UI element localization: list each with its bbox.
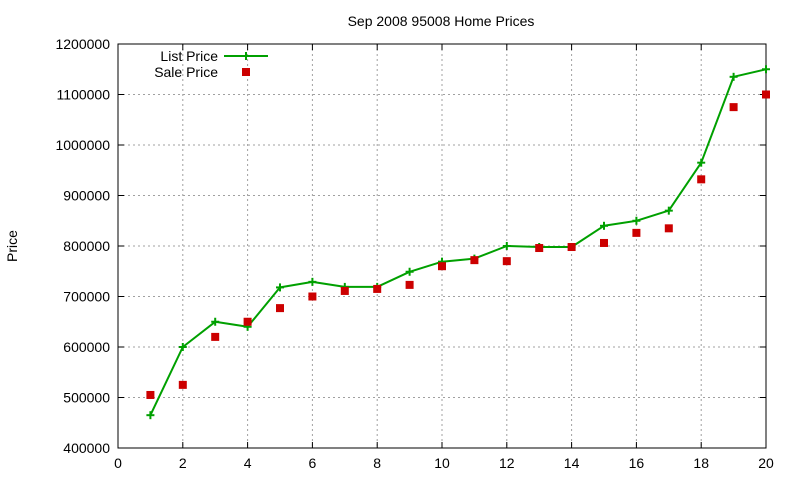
list-price-point <box>600 221 608 230</box>
list-price-point <box>502 242 511 250</box>
y-tick-label: 900000 <box>63 188 110 204</box>
ticks-layer: 0 2 4 6 8 10 12 14 16 18 20 400000 500000 600000 70000… <box>55 36 774 471</box>
list-price-point <box>632 216 641 225</box>
list-price-point <box>146 411 155 420</box>
sale-price-point <box>308 292 317 301</box>
x-tick-label: 20 <box>758 455 774 471</box>
list-price-point <box>762 65 770 74</box>
list-price-point <box>729 72 738 81</box>
y-tick-label: 1000000 <box>55 137 110 153</box>
list-price-point <box>664 206 673 215</box>
sale-price-point <box>535 244 544 253</box>
list-price-point <box>276 283 284 292</box>
y-tick-label: 400000 <box>63 440 110 456</box>
y-tick-label: 700000 <box>63 289 110 305</box>
grid-layer <box>118 44 766 448</box>
sale-price-point <box>600 238 608 247</box>
legend-label-sale-price: Sale Price <box>154 64 218 80</box>
sale-price-point <box>178 380 187 389</box>
sale-price-point <box>502 257 511 266</box>
list-price-point <box>178 343 187 351</box>
x-tick-label: 4 <box>244 455 252 471</box>
x-tick-label: 10 <box>434 455 450 471</box>
list-price-point <box>697 158 706 167</box>
list-price-line <box>149 68 767 416</box>
legend-label-list-price: List Price <box>160 48 218 64</box>
x-tick-label: 8 <box>373 455 381 471</box>
sale-price-point <box>664 224 673 233</box>
x-tick-label: 18 <box>693 455 709 471</box>
y-tick-label: 1100000 <box>57 87 111 103</box>
list-price-point <box>211 317 220 326</box>
sale-price-point <box>470 256 479 265</box>
y-axis-label: Price <box>4 230 20 262</box>
series-layer <box>146 65 770 420</box>
sale-price-point <box>340 286 349 295</box>
sale-price-point <box>729 103 738 112</box>
chart-title: Sep 2008 95008 Home Prices <box>348 13 535 29</box>
sale-price-point <box>405 280 414 289</box>
x-tick-label: 14 <box>564 455 580 471</box>
legend-marker-list-price <box>242 52 250 60</box>
sale-price-point <box>211 332 220 341</box>
sale-price-point <box>762 90 770 99</box>
y-tick-label: 800000 <box>63 238 110 254</box>
x-tick-label: 16 <box>629 455 645 471</box>
x-tick-label: 12 <box>499 455 515 471</box>
sale-price-point <box>632 228 641 237</box>
sale-price-point <box>373 284 382 293</box>
legend: List Price Sale Price <box>154 48 268 80</box>
sale-price-point <box>697 175 706 184</box>
list-price-point <box>308 277 317 286</box>
legend-marker-sale-price <box>242 68 250 76</box>
y-tick-label: 500000 <box>63 390 110 406</box>
sale-price-point <box>276 304 284 313</box>
y-tick-label: 1200000 <box>55 36 110 52</box>
list-price-point <box>405 267 414 276</box>
sale-price-point <box>243 317 252 326</box>
x-tick-label: 2 <box>179 455 187 471</box>
sale-price-point <box>146 390 155 399</box>
sale-price-point <box>567 243 576 252</box>
x-tick-label: 0 <box>114 455 122 471</box>
sale-price-point <box>438 262 446 271</box>
x-tick-label: 6 <box>309 455 317 471</box>
y-tick-label: 600000 <box>63 339 110 355</box>
